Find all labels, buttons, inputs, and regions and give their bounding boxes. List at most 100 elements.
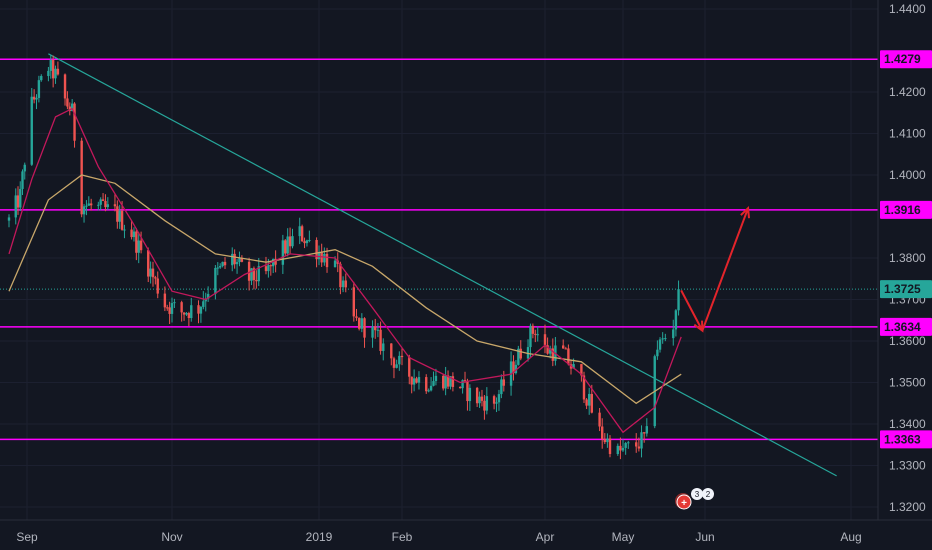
candle-body [598,412,601,427]
candle-body [400,355,404,358]
candle-body [410,376,413,385]
x-tick-label: Aug [840,530,861,544]
event-bubble-count-b[interactable] [702,488,714,500]
candle-body [221,261,224,267]
candle-body [73,103,76,141]
candle-body [123,229,126,231]
level-0-tag [880,50,932,69]
candle-body [284,240,287,254]
candle-body [97,204,100,206]
event-bubbles[interactable]: + 3 2 [675,488,714,510]
candle-body [267,265,270,272]
time-axis[interactable]: Sep Nov 2019 Feb Apr May Jun Aug [16,530,861,544]
candle-body [551,348,554,361]
candle-body [187,313,191,319]
candle-body [458,386,462,389]
price-axis[interactable]: 1.44001.42001.41001.40001.38001.37001.36… [889,2,926,514]
candle-body [235,262,239,265]
level-3-tag [880,430,932,449]
candle-body [432,381,435,386]
x-tick-label: Apr [536,530,555,544]
trendline-layer[interactable] [48,53,837,477]
candle-body [56,68,60,75]
level-3-tag-label: 1.3363 [884,432,921,446]
candle-body [303,241,306,244]
candle-body [139,240,143,251]
y-tick-label: 1.3800 [889,251,926,265]
candle-body [536,334,539,336]
candle-body [80,140,83,215]
level-1-tag [880,200,932,219]
candle-body [300,226,304,242]
candle-body [529,325,532,348]
event-bubble-red[interactable] [676,494,692,510]
candle-body [325,253,329,268]
candle-body [51,60,55,79]
price-tags: 1.4279 1.3916 1.3634 1.3363 1.3725 [880,50,932,449]
candle-body [567,348,570,365]
candle-body [206,293,210,299]
candle-body [173,302,176,304]
candle-body [463,380,467,382]
time-axis-panel[interactable] [0,520,878,550]
y-tick-label: 1.3500 [889,376,926,390]
candle-body [317,252,321,260]
candle-body [120,210,124,230]
event-bubble-count-a[interactable] [691,488,703,500]
candle-body [202,301,205,307]
candle-body [286,236,289,254]
candle-body [543,334,547,346]
candle-body [240,257,244,262]
horizontal-levels[interactable] [0,58,878,441]
candle-body [7,217,11,221]
candle-body [475,387,479,404]
candle-body [363,318,366,338]
candle-body [444,375,447,389]
candle-body [218,266,222,268]
event-bubble-count-a-text: 3 [695,490,700,499]
candle-body [163,293,167,308]
candle-body [54,68,57,79]
candle-body [49,60,52,71]
forecast-arrow-segment[interactable] [680,289,704,332]
candle-body [466,381,469,402]
candle-body [269,265,273,267]
candle-body [588,393,591,406]
candle-body [564,348,567,350]
candle-body [341,280,345,288]
candle-body [216,267,219,269]
candle-body [238,257,241,263]
candle-body [281,240,285,265]
candle-body [425,377,428,392]
candle-body [642,432,646,434]
candle-body [637,446,641,449]
candle-body [627,442,630,444]
x-tick-label: Jun [695,530,714,544]
candle-body [446,375,450,387]
trendline[interactable] [48,53,837,477]
candle-body [485,396,489,411]
candle-body [298,226,301,237]
candle-body [166,307,169,309]
candle-body [99,199,102,205]
y-tick-label: 1.4400 [889,2,926,16]
candle-body [374,326,377,331]
candle-body [355,316,358,318]
forecast-arrow-segment[interactable] [701,207,750,331]
candle-body [250,268,253,281]
candle-body [118,210,121,222]
candle-body [47,70,50,77]
candle-body [449,376,452,387]
candle-body [149,268,152,277]
candle-body [621,447,625,451]
candle-body [352,287,356,317]
level-0-tag-label: 1.4279 [884,52,921,66]
forecast-arrows[interactable] [680,206,751,333]
candle-body [323,253,326,263]
candle-body [382,343,385,351]
candle-body [360,318,364,329]
candle-body [392,358,396,368]
candle-body [429,385,433,391]
